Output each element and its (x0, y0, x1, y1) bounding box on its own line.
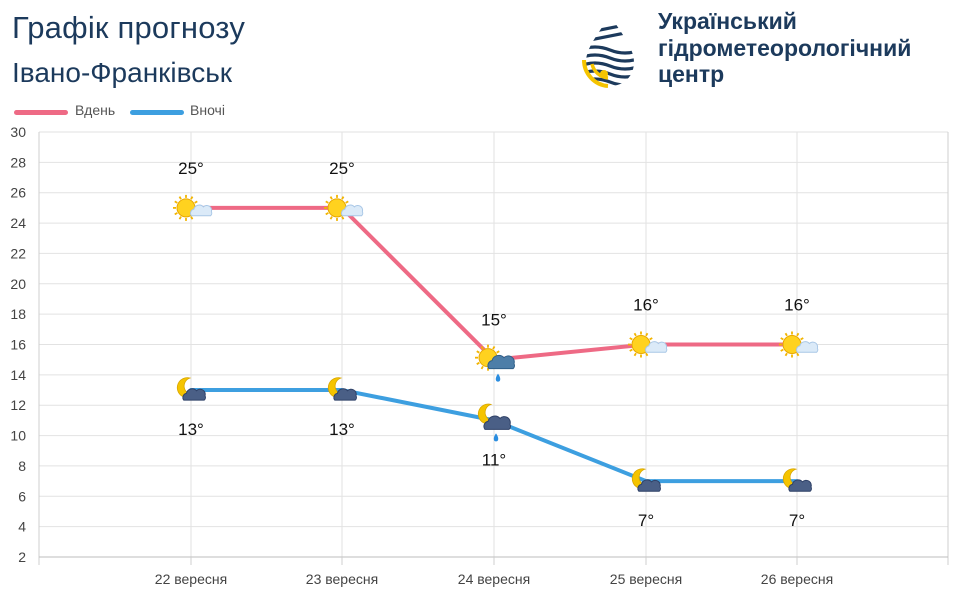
y-tick-label: 12 (10, 397, 26, 413)
night-temp-label: 13° (329, 420, 355, 439)
y-tick-label: 28 (10, 154, 26, 170)
y-tick-label: 4 (18, 519, 26, 535)
organization-name: Український гідрометеорологічний центр (658, 8, 911, 88)
day-temp-label: 15° (481, 311, 507, 330)
day-temp-label: 25° (178, 159, 204, 178)
moon-cloud-icon (782, 468, 812, 492)
city-name: Івано-Франківськ (12, 57, 233, 88)
night-temp-label: 11° (482, 450, 506, 469)
legend-swatch-day (14, 110, 68, 115)
sun-cloud-icon (628, 331, 668, 358)
moon-cloud-icon (327, 377, 357, 401)
y-tick-label: 16 (10, 337, 26, 353)
y-tick-label: 30 (10, 124, 26, 140)
x-tick-label: 23 вересня (306, 571, 378, 587)
x-tick-label: 25 вересня (610, 571, 682, 587)
org-line-1: Український (658, 8, 797, 34)
legend-label-night: Вночі (190, 102, 225, 118)
night-temp-label: 7° (638, 511, 654, 530)
moon-cloud-rain-icon (477, 403, 511, 442)
ukrhydromet-logo-icon (581, 14, 634, 88)
org-line-3: центр (658, 61, 725, 87)
night-temp-label: 7° (789, 511, 805, 530)
y-tick-label: 22 (10, 245, 26, 261)
day-temp-label: 16° (633, 296, 659, 315)
chart-title: Графік прогнозу (12, 10, 246, 45)
org-line-2: гідрометеорологічний (658, 34, 912, 61)
y-tick-label: 2 (18, 549, 26, 565)
night-temp-label: 13° (178, 420, 204, 439)
y-tick-label: 20 (10, 276, 26, 292)
day-temp-label: 16° (784, 296, 810, 315)
y-tick-label: 10 (10, 428, 26, 444)
x-tick-label: 22 вересня (155, 571, 227, 587)
x-tick-label: 26 вересня (761, 571, 833, 587)
y-tick-label: 8 (18, 458, 26, 474)
x-tick-label: 24 вересня (458, 571, 530, 587)
sun-cloud-rain-icon (475, 344, 515, 382)
y-tick-label: 24 (10, 215, 26, 231)
moon-cloud-icon (176, 377, 206, 401)
y-tick-label: 6 (18, 488, 26, 504)
legend-swatch-night (130, 110, 184, 115)
sun-cloud-icon (779, 331, 819, 358)
sun-cloud-icon (173, 194, 213, 221)
day-temp-label: 25° (329, 159, 355, 178)
y-tick-label: 18 (10, 306, 26, 322)
legend-label-day: Вдень (75, 102, 116, 118)
moon-cloud-icon (631, 468, 661, 492)
sun-cloud-icon (324, 194, 364, 221)
y-tick-label: 14 (10, 367, 26, 383)
y-tick-label: 26 (10, 185, 26, 201)
